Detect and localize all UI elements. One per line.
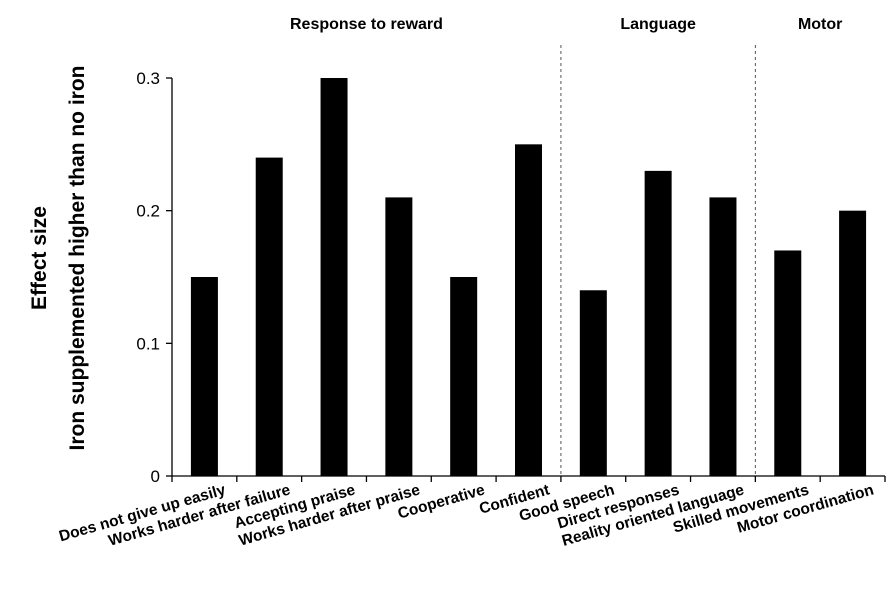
group-label: Language [620, 16, 696, 33]
y-tick-label: 0.2 [136, 202, 160, 221]
bar [774, 250, 802, 476]
bar [255, 157, 283, 476]
bar [450, 277, 478, 476]
y-tick-label: 0.1 [136, 334, 160, 353]
bar [320, 78, 348, 476]
bar [839, 210, 867, 476]
bar [579, 290, 607, 476]
bar [385, 197, 413, 476]
y-tick-label: 0 [151, 467, 160, 486]
axes [171, 78, 886, 482]
y-tick-label: 0.3 [136, 69, 160, 88]
bar [190, 277, 218, 476]
group-labels: Response to reward Language Motor [290, 16, 842, 33]
bar [644, 170, 672, 476]
bar [515, 144, 542, 477]
y-axis-label: Effect size [28, 206, 51, 310]
y-ticks: 0 0.1 0.2 0.3 [136, 69, 172, 486]
group-label: Motor [798, 16, 842, 33]
y-axis-title: Effect size Iron supplemented higher tha… [28, 65, 89, 450]
bar [709, 197, 737, 476]
bars [190, 78, 867, 477]
group-label: Response to reward [290, 16, 443, 33]
y-axis-secondary-label: Iron supplemented higher than no iron [66, 65, 89, 450]
